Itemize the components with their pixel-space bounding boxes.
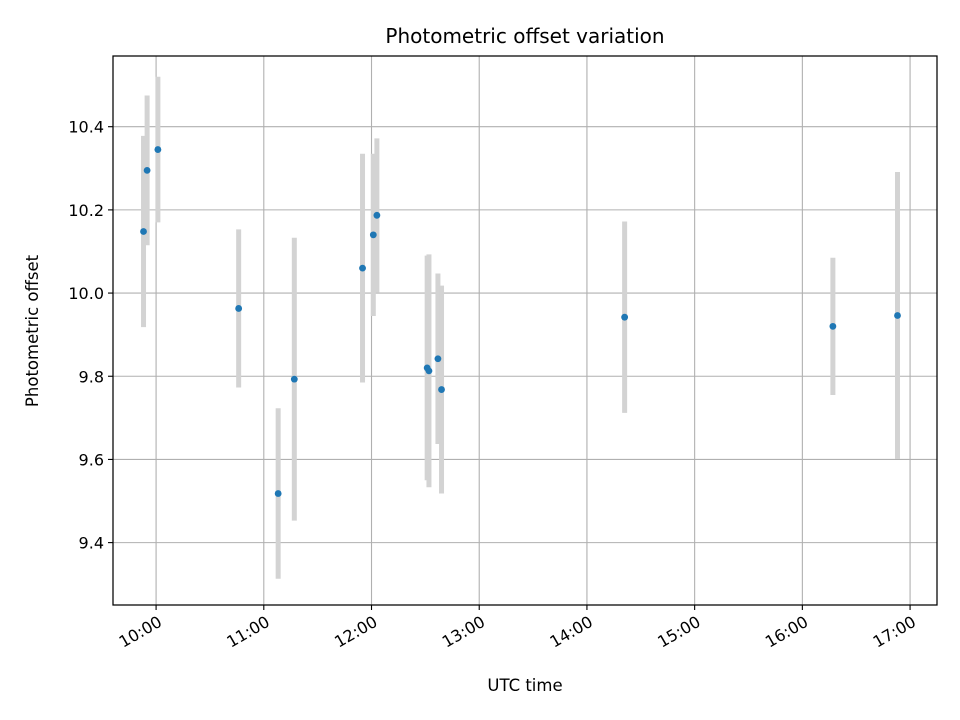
grid — [113, 56, 937, 605]
y-tick-label: 9.6 — [79, 450, 104, 469]
y-axis-ticks: 9.4 9.6 9.8 10.0 10.2 10.4 — [68, 118, 113, 553]
y-tick-label: 10.4 — [68, 118, 104, 137]
plot-frame — [112, 55, 938, 606]
y-tick-label: 10.2 — [68, 201, 104, 220]
y-tick-label: 9.4 — [79, 534, 104, 553]
y-axis-label: Photometric offset — [23, 254, 42, 407]
data-point — [235, 305, 243, 312]
data-points — [140, 146, 901, 497]
data-point — [434, 355, 442, 363]
data-point — [369, 231, 377, 239]
data-point — [373, 211, 381, 219]
data-point — [359, 264, 366, 272]
data-point — [438, 386, 445, 393]
x-axis-label: UTC time — [487, 676, 562, 695]
data-point — [894, 312, 901, 319]
data-point — [425, 367, 433, 375]
data-point — [274, 490, 282, 497]
data-point — [154, 146, 162, 153]
data-point — [290, 375, 298, 383]
data-point — [140, 228, 147, 235]
data-point — [829, 322, 837, 330]
y-tick-label: 10.0 — [68, 284, 104, 303]
y-tick-label: 9.8 — [79, 367, 104, 386]
chart-title: Photometric offset variation — [385, 24, 664, 48]
data-point — [621, 313, 629, 321]
data-point — [143, 166, 151, 174]
